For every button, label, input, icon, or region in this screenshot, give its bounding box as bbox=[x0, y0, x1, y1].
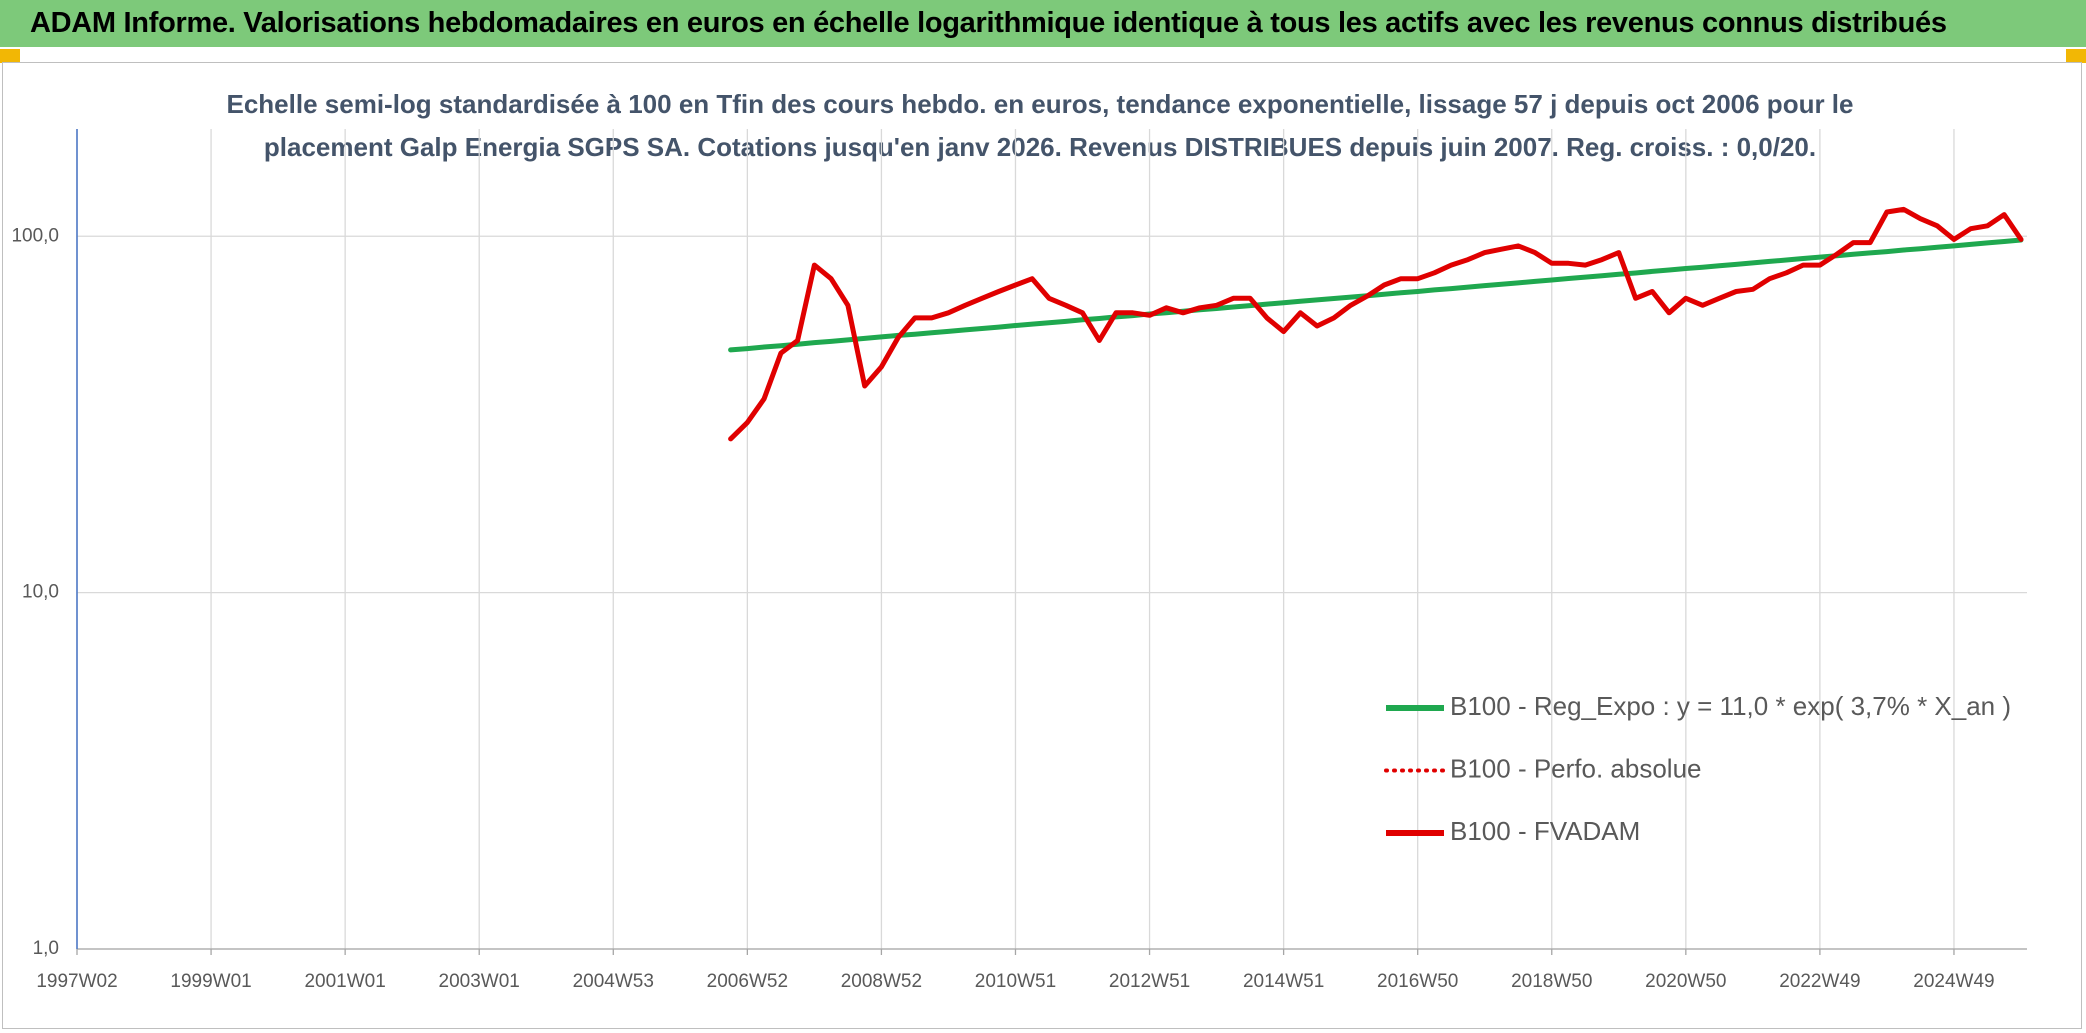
legend-label: B100 - Perfo. absolue bbox=[1450, 753, 1702, 783]
series-line bbox=[728, 207, 2023, 441]
chart-subtitle: Echelle semi-log standardisée à 100 en T… bbox=[227, 89, 1854, 119]
x-tick-label: 2006W52 bbox=[707, 971, 788, 992]
x-tick-label: 2003W01 bbox=[439, 971, 520, 992]
x-tick-label: 2022W49 bbox=[1779, 971, 1860, 992]
header-title: ADAM Informe. Valorisations hebdomadaire… bbox=[30, 7, 1947, 39]
y-tick-label: 100,0 bbox=[11, 225, 59, 246]
header-bar: ADAM Informe. Valorisations hebdomadaire… bbox=[0, 0, 2086, 47]
legend-label: B100 - Reg_Expo : y = 11,0 * exp( 3,7% *… bbox=[1450, 691, 2011, 721]
corner-marker bbox=[0, 49, 20, 63]
chart-subtitle: placement Galp Energia SGPS SA. Cotation… bbox=[264, 132, 1816, 162]
x-tick-label: 2020W50 bbox=[1645, 971, 1726, 992]
x-tick-label: 2001W01 bbox=[304, 971, 385, 992]
x-tick-label: 2008W52 bbox=[841, 971, 922, 992]
x-tick-label: 2010W51 bbox=[975, 971, 1056, 992]
series-line bbox=[728, 237, 2024, 353]
y-tick-label: 1,0 bbox=[33, 938, 59, 959]
x-tick-label: 2004W53 bbox=[573, 971, 654, 992]
x-tick-label: 2012W51 bbox=[1109, 971, 1190, 992]
y-tick-label: 10,0 bbox=[22, 582, 59, 603]
x-tick-label: 2014W51 bbox=[1243, 971, 1324, 992]
x-tick-label: 2024W49 bbox=[1913, 971, 1994, 992]
x-tick-label: 2016W50 bbox=[1377, 971, 1458, 992]
corner-marker bbox=[2066, 49, 2086, 63]
x-tick-label: 2018W50 bbox=[1511, 971, 1592, 992]
chart-frame bbox=[2, 62, 2082, 1029]
x-tick-label: 1997W02 bbox=[36, 971, 117, 992]
series-line bbox=[728, 206, 2024, 442]
x-tick-label: 1999W01 bbox=[170, 971, 251, 992]
legend-label: B100 - FVADAM bbox=[1450, 816, 1640, 846]
